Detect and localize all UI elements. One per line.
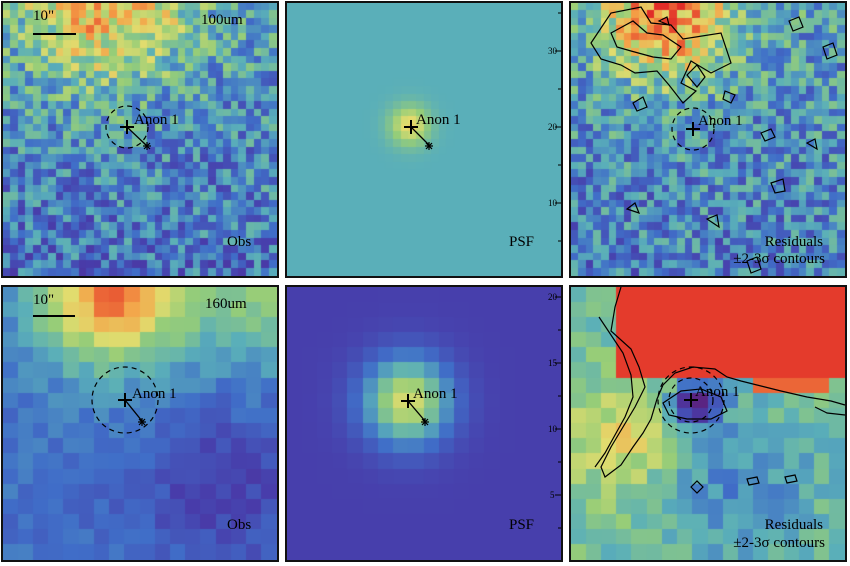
offset-line bbox=[410, 126, 430, 146]
source-label: Anon 1 bbox=[695, 384, 740, 400]
corner-label: Residuals bbox=[764, 234, 823, 250]
source-label: Anon 1 bbox=[134, 112, 179, 128]
axis-tick-label: 20 bbox=[548, 122, 557, 132]
overlay-100um-obs bbox=[105, 105, 151, 150]
heatmap-100um-residuals bbox=[571, 3, 845, 276]
overlay-160um-residuals bbox=[594, 287, 845, 494]
offset-line bbox=[126, 126, 148, 147]
overlay-160um-obs bbox=[91, 366, 159, 434]
panel-100um-residuals: Anon 1 Residuals ±2-3σ contours bbox=[569, 1, 847, 278]
source-cross bbox=[684, 393, 698, 407]
overlay-100um-residuals bbox=[590, 6, 838, 274]
star-marker bbox=[143, 142, 151, 150]
source-cross bbox=[686, 122, 700, 136]
corner-label: Residuals bbox=[764, 517, 823, 533]
source-label: Anon 1 bbox=[132, 386, 177, 402]
corner-label: Obs bbox=[227, 234, 252, 250]
source-label: Anon 1 bbox=[416, 112, 461, 128]
star-marker bbox=[425, 142, 433, 150]
axis-tick-label: 5 bbox=[550, 490, 555, 500]
aperture-circle-inner bbox=[668, 377, 714, 423]
overlay-160um-psf bbox=[401, 296, 561, 529]
axis-tick-label: 20 bbox=[548, 292, 557, 302]
panel-160um-residuals: Anon 1 Residuals ±2-3σ contours bbox=[569, 285, 847, 562]
offset-line bbox=[407, 400, 426, 422]
contour-label: ±2-3σ contours bbox=[733, 535, 825, 551]
aperture-circle bbox=[91, 366, 159, 434]
panel-160um-psf: 20 15 10 5 Anon 1 PSF bbox=[285, 285, 563, 562]
axis-tick-label: 10 bbox=[548, 198, 557, 208]
panel-100um-psf: 30 20 10 Anon 1 PSF bbox=[285, 1, 563, 278]
band-label: 100um bbox=[201, 12, 243, 28]
heatmap-160um-residuals bbox=[571, 287, 845, 560]
scale-label: 10" bbox=[33, 8, 55, 24]
corner-label: Obs bbox=[227, 517, 252, 533]
source-label: Anon 1 bbox=[698, 113, 743, 129]
star-marker bbox=[138, 418, 146, 426]
overlay-100um-psf bbox=[404, 12, 561, 242]
axis-tick-label: 10 bbox=[548, 424, 557, 434]
source-label: Anon 1 bbox=[413, 386, 458, 402]
axis-tick-label: 15 bbox=[548, 358, 557, 368]
axis-tick-label: 30 bbox=[548, 46, 557, 56]
band-label: 160um bbox=[205, 296, 247, 312]
offset-line bbox=[124, 399, 143, 422]
star-marker bbox=[421, 418, 429, 426]
panel-160um-obs: 10" 160um Anon 1 Obs bbox=[1, 285, 279, 562]
aperture-circle bbox=[671, 107, 715, 151]
contour-label: ±2-3σ contours bbox=[733, 251, 825, 267]
scale-label: 10" bbox=[33, 292, 55, 308]
corner-label: PSF bbox=[509, 234, 535, 250]
residual-contours bbox=[594, 287, 845, 494]
aperture-circle bbox=[657, 366, 725, 434]
residual-contours bbox=[590, 6, 838, 274]
panel-100um-obs: 10" 100um Anon 1 Obs bbox=[1, 1, 279, 278]
aperture-circle bbox=[105, 105, 149, 149]
corner-label: PSF bbox=[509, 517, 535, 533]
